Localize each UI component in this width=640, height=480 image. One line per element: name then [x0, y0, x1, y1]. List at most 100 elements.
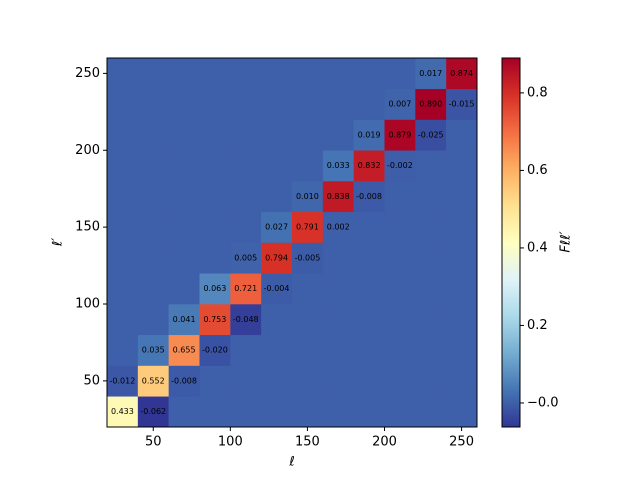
heatmap-cell: [384, 119, 416, 151]
heatmap-cell: [168, 396, 200, 428]
y-tick-label: 250: [75, 66, 100, 81]
heatmap-cell: [292, 396, 324, 428]
heatmap-cell: [199, 334, 231, 366]
colorbar-tick-label: 0.8: [527, 85, 548, 100]
x-tick-label: 250: [449, 435, 474, 450]
cell-label: 0.791: [296, 223, 319, 232]
heatmap-cell: [353, 242, 385, 274]
heatmap-cell: [137, 88, 169, 120]
heatmap-cell: [168, 211, 200, 243]
x-tick-label: 200: [372, 435, 397, 450]
heatmap-cell: [137, 242, 169, 274]
heatmap-cell: [446, 181, 478, 213]
heatmap-cell: [446, 119, 478, 151]
heatmap-cell: [415, 58, 447, 90]
heatmap-cell: [415, 304, 447, 336]
heatmap-cell: [446, 88, 478, 120]
heatmap-cell: [353, 181, 385, 213]
cell-label: -0.008: [171, 376, 197, 385]
heatmap-cell: [137, 396, 169, 428]
heatmap-cell: [415, 365, 447, 397]
heatmap-cell: [137, 334, 169, 366]
heatmap-cell: [292, 88, 324, 120]
cell-label: 0.890: [419, 100, 442, 109]
heatmap-cell: [137, 304, 169, 336]
heatmap-cell: [107, 365, 139, 397]
heatmap-cell: [353, 304, 385, 336]
heatmap-cell: [230, 150, 262, 182]
heatmap-cell: [353, 396, 385, 428]
heatmap-cell: [415, 242, 447, 274]
heatmap-cell: [415, 181, 447, 213]
cell-label: 0.838: [327, 192, 350, 201]
cell-label: -0.012: [110, 376, 136, 385]
heatmap-cell: [384, 211, 416, 243]
heatmap-cell: [137, 119, 169, 151]
cell-label: 0.433: [111, 407, 134, 416]
heatmap-cell: [415, 119, 447, 151]
cell-label: -0.048: [233, 315, 259, 324]
heatmap-cell: [446, 273, 478, 305]
heatmap-cell: [230, 181, 262, 213]
heatmap-cell: [322, 119, 354, 151]
heatmap-cell: [168, 242, 200, 274]
heatmap-cell: [261, 242, 293, 274]
heatmap-cell: [107, 273, 139, 305]
cell-label: 0.041: [173, 315, 196, 324]
cell-label: 0.721: [234, 284, 257, 293]
heatmap-cell: [261, 304, 293, 336]
heatmap-cell: [107, 334, 139, 366]
heatmap-cell: [322, 211, 354, 243]
y-tick-label: 150: [75, 220, 100, 235]
heatmap-cell: [107, 119, 139, 151]
cell-label: 0.753: [203, 315, 226, 324]
heatmap-cell: [168, 88, 200, 120]
heatmap-cell: [261, 334, 293, 366]
cell-label: -0.062: [140, 407, 166, 416]
heatmap-cell: [230, 242, 262, 274]
x-tick-label: 100: [218, 435, 243, 450]
heatmap-cell: [168, 119, 200, 151]
heatmap-cell: [199, 119, 231, 151]
heatmap-cell: [199, 150, 231, 182]
heatmap-cell: [415, 334, 447, 366]
heatmap-cell: [261, 396, 293, 428]
heatmap-cell: [230, 304, 262, 336]
heatmap-cell: [446, 396, 478, 428]
heatmap-cell: [261, 150, 293, 182]
heatmap-cell: [230, 58, 262, 90]
heatmap-cell: [384, 334, 416, 366]
heatmap-cell: [384, 181, 416, 213]
cell-label: 0.010: [296, 192, 319, 201]
heatmap-cell: [292, 304, 324, 336]
cell-label: 0.879: [388, 130, 411, 139]
cell-label: 0.007: [388, 100, 411, 109]
heatmap-cell: [261, 365, 293, 397]
heatmap-cell: [230, 119, 262, 151]
colorbar-tick-label: 0.4: [527, 240, 548, 255]
heatmap-cell: [199, 88, 231, 120]
colorbar-tick-label: 0.2: [527, 318, 548, 333]
heatmap-cell: [322, 150, 354, 182]
cell-label: -0.020: [202, 346, 228, 355]
heatmap-cell: [322, 242, 354, 274]
heatmap-cell: [292, 150, 324, 182]
heatmap-cell: [415, 150, 447, 182]
heatmap-cell: [384, 273, 416, 305]
cell-label: 0.005: [234, 253, 257, 262]
cell-label: -0.025: [418, 130, 444, 139]
heatmap-cell: [137, 58, 169, 90]
heatmap-cell: [261, 181, 293, 213]
heatmap-cell: [168, 150, 200, 182]
y-axis-label: ℓ′: [51, 238, 66, 247]
x-axis-label: ℓ: [288, 455, 294, 470]
cell-label: -0.008: [356, 192, 382, 201]
heatmap-cell: [137, 211, 169, 243]
cell-label: 0.027: [265, 223, 288, 232]
heatmap-cell: [446, 58, 478, 90]
heatmap-cell: [107, 242, 139, 274]
heatmap-cell: [353, 211, 385, 243]
heatmap-cell: [230, 365, 262, 397]
